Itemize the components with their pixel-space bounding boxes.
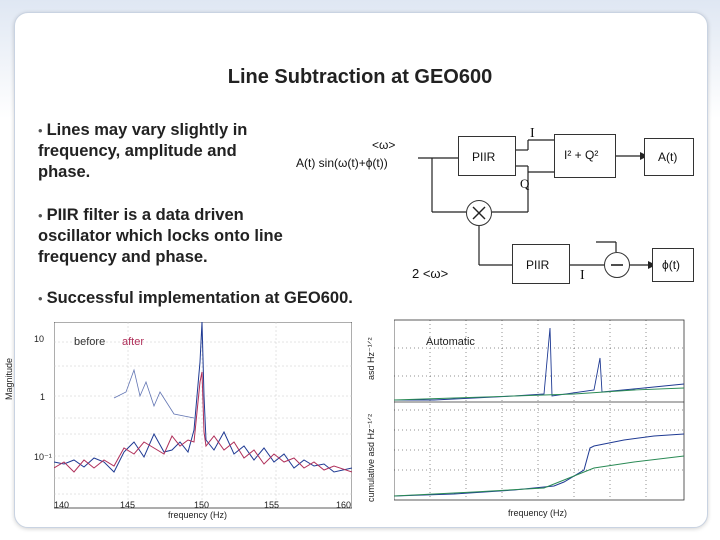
iq-sum-block — [554, 134, 616, 178]
bullet-2: • PIIR filter is a data driven oscillator… — [38, 205, 288, 268]
bullet-3: • Successful implementation at GEO600. — [38, 288, 398, 309]
xtick-label: 140 — [54, 500, 70, 510]
multiplier-symbol — [466, 200, 492, 226]
xtick-label: 145 — [120, 500, 136, 510]
phase-output-box — [652, 248, 694, 282]
bullet-dot: • — [38, 123, 43, 138]
left-ylabel: Magnitude — [4, 357, 14, 400]
bullet-dot: • — [38, 291, 43, 306]
amp-output-box — [644, 138, 694, 176]
series-before-line — [54, 322, 352, 473]
left-xlabel: frequency (Hz) — [168, 510, 228, 520]
omega-avg-label: <ω> — [372, 138, 396, 152]
ytick-label: 1 — [40, 392, 46, 402]
asd-trace — [394, 327, 685, 401]
q-label: Q — [520, 176, 530, 191]
spectrum-grid — [54, 322, 352, 508]
automatic-annotation: Automatic — [426, 336, 475, 348]
bullet-1-text: Lines may vary slightly in frequency, am… — [38, 121, 248, 181]
iq-sum-label: I² + Q² — [564, 148, 599, 162]
piir-bottom-label: PIIR — [526, 258, 550, 272]
multiply-icon — [472, 206, 486, 220]
asd-grid — [394, 320, 684, 500]
slide-title: Line Subtraction at GEO600 — [227, 66, 493, 88]
bullet-2-text: PIIR filter is a data driven oscillator … — [38, 206, 283, 266]
amp-output-label: A(t) — [658, 150, 678, 164]
ytick-label: 10⁻¹ — [34, 452, 52, 462]
xtick-label: 150 — [194, 500, 210, 510]
asd-trace-2 — [394, 387, 685, 401]
legend-after: after — [122, 336, 145, 348]
right-ylabel-top: asd Hz⁻¹ᐟ² — [366, 337, 376, 380]
piir-top-label: PIIR — [472, 150, 496, 164]
subtractor-symbol — [604, 252, 630, 278]
i-label-top: I — [530, 126, 535, 141]
piir-block-top — [458, 136, 516, 176]
two-omega-label: 2 <ω> — [412, 266, 449, 281]
phase-output-label: ϕ(t) — [662, 258, 681, 272]
right-xlabel: frequency (Hz) — [508, 508, 568, 518]
right-ylabel-bottom: cumulative asd Hz⁻¹ᐟ² — [366, 413, 376, 502]
series-after-line — [54, 371, 352, 473]
bullet-1: • Lines may vary slightly in frequency, a… — [38, 120, 288, 183]
i-label-bottom: I — [580, 268, 585, 283]
spectrum-plot — [54, 322, 352, 509]
series-before-secondary — [113, 368, 195, 419]
bullet-3-text: Successful implementation at GEO600. — [46, 289, 353, 307]
ytick-label: 10 — [34, 334, 45, 344]
minus-icon — [611, 264, 623, 266]
xtick-label: 155 — [264, 500, 280, 510]
cumulative-trace-2 — [394, 455, 685, 497]
asd-plot — [394, 319, 685, 501]
xtick-label: 160 — [336, 500, 352, 510]
bullet-dot: • — [38, 208, 43, 223]
legend-before: before — [74, 336, 106, 348]
piir-block-bottom — [512, 244, 570, 284]
input-signal-label: A(t) sin(ω(t)+ϕ(t)) — [296, 156, 388, 170]
